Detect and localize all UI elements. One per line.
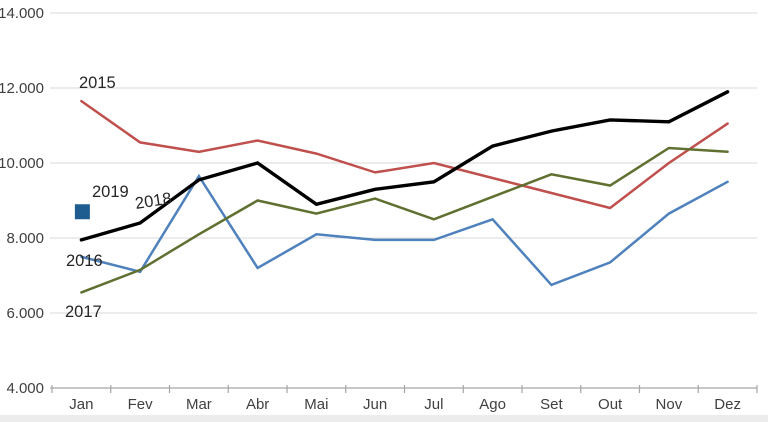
x-axis-month-label: Dez bbox=[714, 396, 741, 413]
y-axis-tick-label: 14.000 bbox=[0, 5, 44, 22]
x-axis-month-label: Jun bbox=[363, 396, 387, 413]
y-axis-tick-label: 6.000 bbox=[6, 305, 44, 322]
x-axis-month-label: Jan bbox=[69, 396, 93, 413]
series-line-2015 bbox=[80, 99, 729, 210]
x-axis-month-label: Set bbox=[540, 396, 563, 413]
series-line-2018 bbox=[79, 90, 730, 242]
bottom-edge-strip bbox=[0, 415, 768, 422]
series-line-2017 bbox=[80, 146, 729, 294]
x-axis-month-label: Nov bbox=[656, 396, 683, 413]
y-axis-tick-label: 12.000 bbox=[0, 80, 44, 97]
series-marker-2019 bbox=[74, 204, 90, 220]
x-axis-month-label: Out bbox=[598, 396, 623, 413]
series-label-2019: 2019 bbox=[92, 183, 129, 201]
y-axis-tick-label: 8.000 bbox=[6, 230, 44, 247]
series-label-2015: 2015 bbox=[79, 74, 116, 92]
x-axis-month-label: Abr bbox=[246, 396, 269, 413]
series-line-2016 bbox=[80, 173, 729, 287]
y-axis-tick-label: 4.000 bbox=[6, 380, 44, 397]
x-axis-month-label: Ago bbox=[479, 396, 506, 413]
series-label-2018: 2018 bbox=[134, 189, 173, 213]
x-axis-month-label: Mai bbox=[304, 396, 328, 413]
x-axis-month-label: Jul bbox=[424, 396, 443, 413]
y-axis-tick-label: 10.000 bbox=[0, 155, 44, 172]
series-label-2017: 2017 bbox=[65, 303, 102, 321]
x-axis-month-label: Fev bbox=[128, 396, 154, 413]
x-axis-month-label: Mar bbox=[186, 396, 212, 413]
series-label-2016: 2016 bbox=[66, 252, 103, 270]
